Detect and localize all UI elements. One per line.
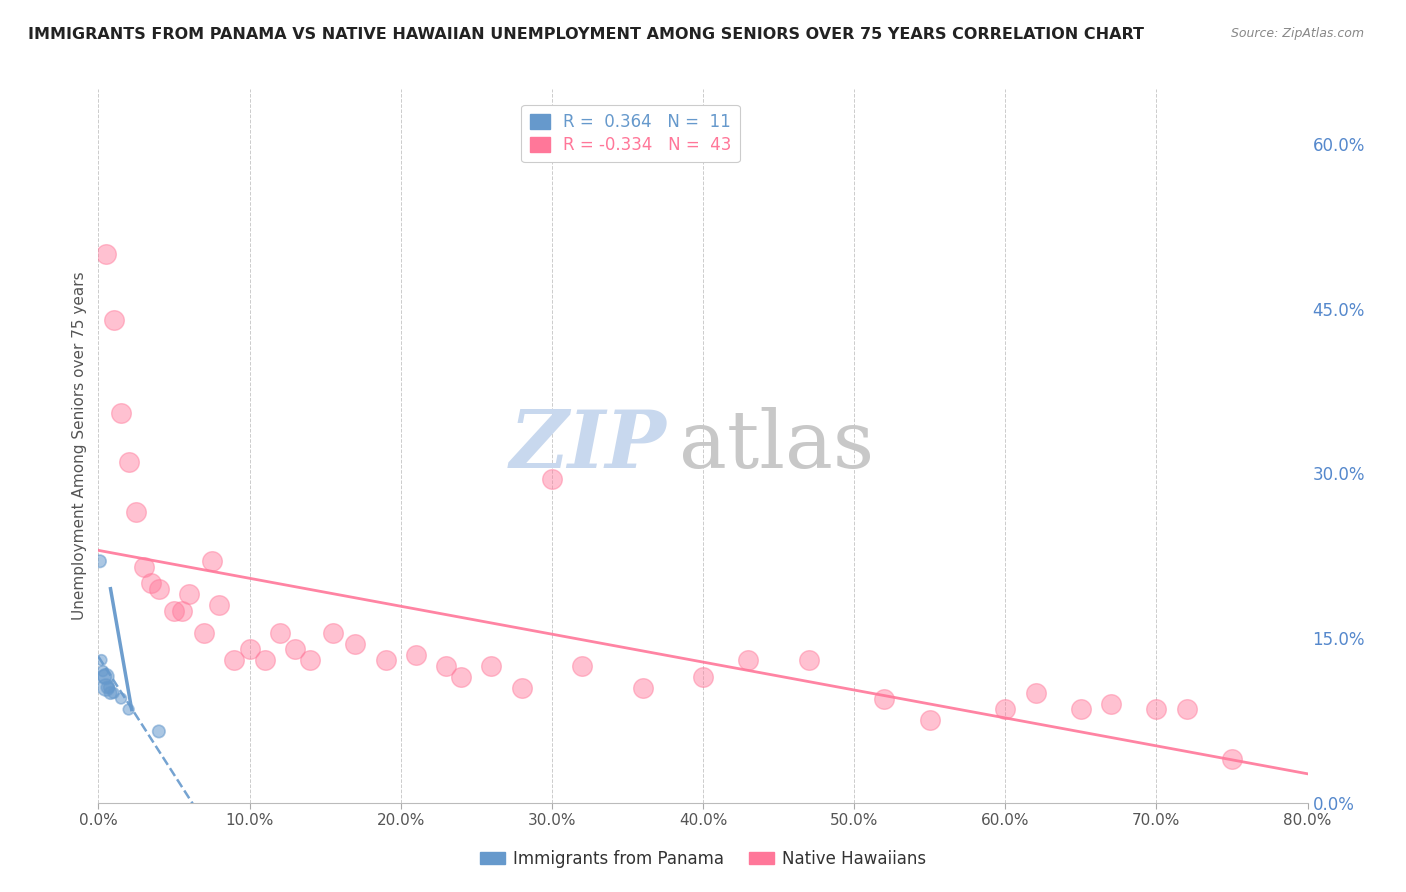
Point xyxy=(918,714,941,728)
Point xyxy=(1070,702,1092,716)
Point xyxy=(994,702,1017,716)
Point xyxy=(1220,752,1243,766)
Point xyxy=(118,455,141,469)
Point xyxy=(797,653,820,667)
Point xyxy=(170,604,193,618)
Point xyxy=(141,576,163,591)
Legend: R =  0.364   N =  11, R = -0.334   N =  43: R = 0.364 N = 11, R = -0.334 N = 43 xyxy=(522,104,740,162)
Point xyxy=(110,691,132,706)
Point xyxy=(148,724,170,739)
Point xyxy=(434,658,457,673)
Point xyxy=(1144,702,1167,716)
Text: atlas: atlas xyxy=(679,407,875,485)
Point xyxy=(1175,702,1198,716)
Point xyxy=(299,653,322,667)
Point xyxy=(93,669,115,683)
Point xyxy=(269,625,291,640)
Point xyxy=(163,604,186,618)
Point xyxy=(100,686,122,700)
Point xyxy=(118,702,141,716)
Point xyxy=(94,681,117,695)
Point xyxy=(1024,686,1046,700)
Text: IMMIGRANTS FROM PANAMA VS NATIVE HAWAIIAN UNEMPLOYMENT AMONG SENIORS OVER 75 YEA: IMMIGRANTS FROM PANAMA VS NATIVE HAWAIIA… xyxy=(28,27,1144,42)
Point xyxy=(103,312,125,326)
Point xyxy=(89,554,111,568)
Y-axis label: Unemployment Among Seniors over 75 years: Unemployment Among Seniors over 75 years xyxy=(72,272,87,620)
Point xyxy=(94,669,117,683)
Point xyxy=(540,472,562,486)
Point xyxy=(253,653,276,667)
Point xyxy=(450,669,472,683)
Point xyxy=(193,625,215,640)
Point xyxy=(405,648,427,662)
Point xyxy=(96,681,118,695)
Point xyxy=(737,653,759,667)
Point xyxy=(91,664,114,678)
Point xyxy=(510,681,533,695)
Point xyxy=(631,681,654,695)
Point xyxy=(481,658,503,673)
Point xyxy=(692,669,714,683)
Text: ZIP: ZIP xyxy=(510,408,666,484)
Point xyxy=(90,653,112,667)
Point xyxy=(110,406,132,420)
Point xyxy=(239,642,262,657)
Point xyxy=(132,559,155,574)
Point xyxy=(208,598,231,612)
Point xyxy=(98,681,121,695)
Legend: Immigrants from Panama, Native Hawaiians: Immigrants from Panama, Native Hawaiians xyxy=(472,844,934,875)
Point xyxy=(571,658,593,673)
Point xyxy=(179,587,201,601)
Point xyxy=(148,582,170,596)
Point xyxy=(125,505,148,519)
Point xyxy=(103,686,125,700)
Point xyxy=(94,247,117,261)
Point xyxy=(322,625,344,640)
Point xyxy=(1099,697,1122,711)
Point xyxy=(224,653,246,667)
Text: Source: ZipAtlas.com: Source: ZipAtlas.com xyxy=(1230,27,1364,40)
Point xyxy=(201,554,224,568)
Point xyxy=(344,637,367,651)
Point xyxy=(284,642,307,657)
Point xyxy=(374,653,396,667)
Point xyxy=(873,691,896,706)
